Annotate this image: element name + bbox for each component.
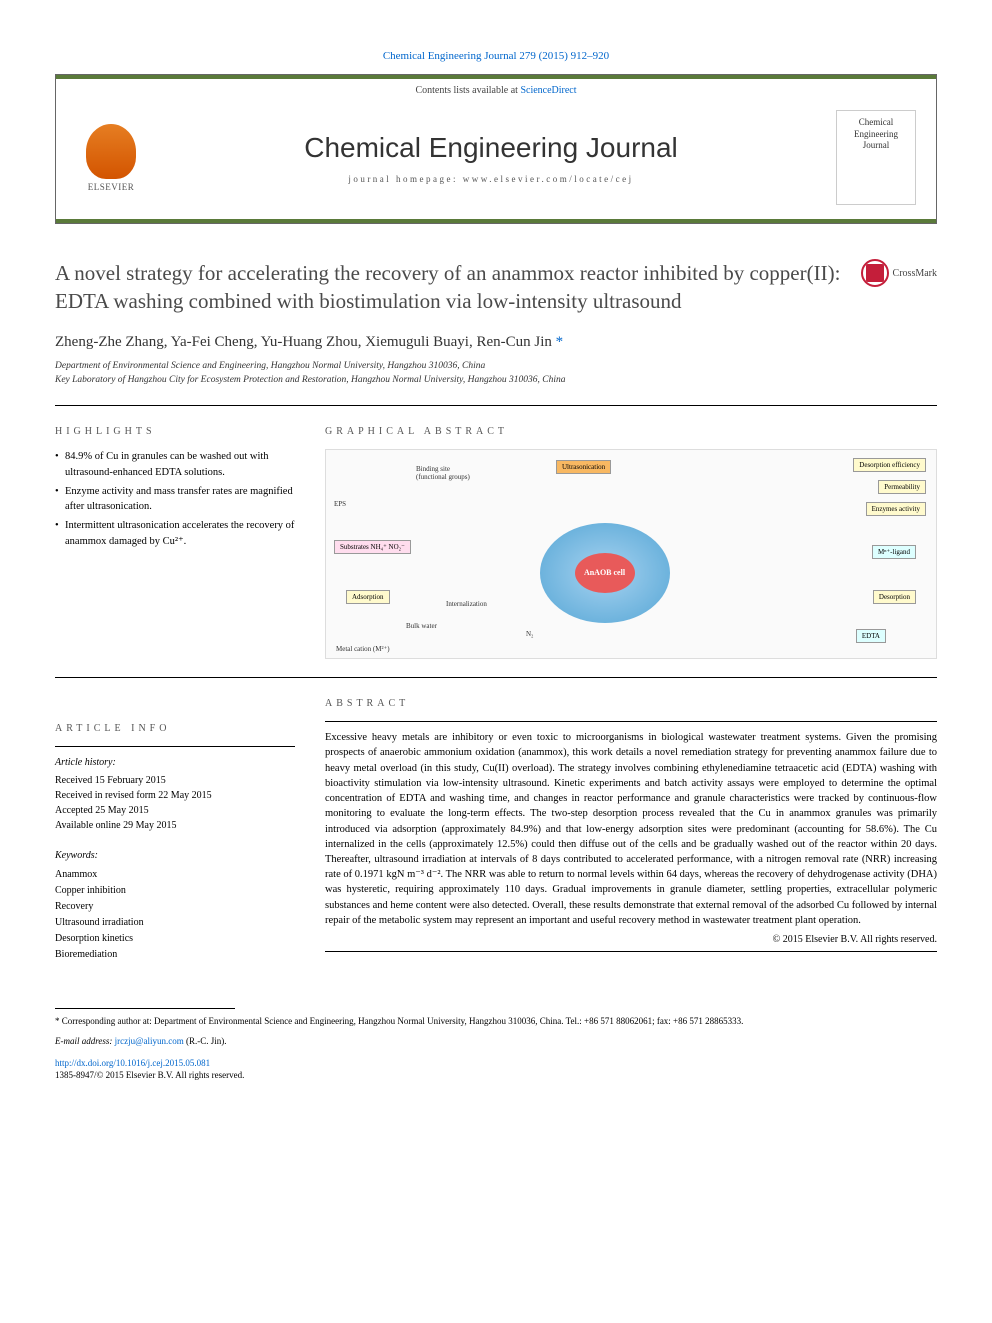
accent-bar-bottom: [56, 219, 936, 223]
highlight-item: 84.9% of Cu in granules can be washed ou…: [55, 449, 295, 481]
history-heading: Article history:: [55, 755, 295, 770]
keyword: Anammox: [55, 867, 295, 883]
ga-adsorption-box: Adsorption: [346, 590, 390, 604]
crossmark-text: CrossMark: [893, 268, 937, 279]
divider: [55, 677, 937, 678]
highlight-item: Enzyme activity and mass transfer rates …: [55, 484, 295, 516]
abstract-divider: [325, 721, 937, 722]
journal-cover-thumbnail: Chemical Engineering Journal: [836, 110, 916, 205]
email-footnote: E-mail address: jrczju@aliyun.com (R.-C.…: [55, 1035, 937, 1049]
email-link[interactable]: jrczju@aliyun.com: [115, 1036, 184, 1046]
doi-link[interactable]: http://dx.doi.org/10.1016/j.cej.2015.05.…: [55, 1058, 937, 1068]
keyword: Bioremediation: [55, 947, 295, 963]
article-info-label: ARTICLE INFO: [55, 723, 295, 734]
highlight-item: Intermittent ultrasonication accelerates…: [55, 518, 295, 550]
ga-binding-label: Binding site (functional groups): [416, 465, 476, 481]
corresponding-footnote: * Corresponding author at: Department of…: [55, 1015, 937, 1029]
ga-desorption-eff-box: Desorption efficiency: [853, 458, 926, 472]
crossmark-badge[interactable]: CrossMark: [861, 259, 937, 287]
graphical-abstract-label: GRAPHICAL ABSTRACT: [325, 426, 937, 437]
ga-cell: AnAOB cell: [540, 523, 670, 623]
contents-line: Contents lists available at ScienceDirec…: [56, 79, 936, 102]
cover-line1: Chemical: [859, 117, 894, 129]
homepage-url[interactable]: www.elsevier.com/locate/cej: [463, 174, 634, 184]
authors-line: Zheng-Zhe Zhang, Ya-Fei Cheng, Yu-Huang …: [55, 334, 937, 351]
keyword: Ultrasound irradiation: [55, 915, 295, 931]
ga-cell-core: AnAOB cell: [575, 553, 635, 593]
authors-names: Zheng-Zhe Zhang, Ya-Fei Cheng, Yu-Huang …: [55, 334, 552, 350]
crossmark-icon: [861, 259, 889, 287]
affiliations: Department of Environmental Science and …: [55, 359, 937, 388]
ga-mn-ligand-box: Mⁿ⁺-ligand: [872, 545, 916, 559]
ga-n2-label: N₂: [526, 630, 534, 638]
elsevier-logo[interactable]: ELSEVIER: [76, 118, 146, 198]
journal-title: Chemical Engineering Journal: [146, 132, 836, 164]
contents-text: Contents lists available at: [415, 85, 520, 96]
abstract-label: ABSTRACT: [325, 698, 937, 709]
article-title: A novel strategy for accelerating the re…: [55, 259, 861, 316]
highlights-label: HIGHLIGHTS: [55, 426, 295, 437]
ga-eps-label: EPS: [334, 500, 346, 508]
keyword: Desorption kinetics: [55, 931, 295, 947]
info-divider: [55, 746, 295, 747]
email-name: (R.-C. Jin).: [184, 1036, 227, 1046]
journal-homepage: journal homepage: www.elsevier.com/locat…: [146, 174, 836, 184]
journal-header-box: Contents lists available at ScienceDirec…: [55, 74, 937, 224]
ga-edta-box: EDTA: [856, 629, 886, 643]
journal-citation[interactable]: Chemical Engineering Journal 279 (2015) …: [55, 50, 937, 62]
divider: [55, 405, 937, 406]
ga-internalization-label: Internalization: [446, 600, 487, 608]
abstract-text: Excessive heavy metals are inhibitory or…: [325, 730, 937, 928]
highlights-list: 84.9% of Cu in granules can be washed ou…: [55, 449, 295, 550]
ga-ultrasonication-box: Ultrasonication: [556, 460, 611, 474]
affiliation-1: Department of Environmental Science and …: [55, 359, 937, 373]
affiliation-2: Key Laboratory of Hangzhou City for Ecos…: [55, 373, 937, 387]
ga-permeability-box: Permeability: [878, 480, 926, 494]
history-line: Available online 29 May 2015: [55, 818, 295, 833]
cover-line2: Engineering: [854, 129, 898, 141]
ga-enzymes-box: Enzymes activity: [866, 502, 926, 516]
ga-substrates-box: Substrates NH₄⁺ NO₂⁻: [334, 540, 411, 554]
history-line: Accepted 25 May 2015: [55, 803, 295, 818]
abstract-copyright: © 2015 Elsevier B.V. All rights reserved…: [325, 934, 937, 945]
ga-metal-legend: Metal cation (M²⁺): [336, 645, 390, 653]
ga-bulk-water-label: Bulk water: [406, 622, 437, 630]
email-label: E-mail address:: [55, 1036, 115, 1046]
cover-line3: Journal: [863, 140, 890, 152]
keyword: Recovery: [55, 899, 295, 915]
graphical-abstract-diagram: EPS Binding site (functional groups) Ult…: [325, 449, 937, 659]
homepage-label: journal homepage:: [348, 174, 462, 184]
footer-divider: [55, 1008, 235, 1009]
ga-desorption-box: Desorption: [873, 590, 916, 604]
keyword: Copper inhibition: [55, 883, 295, 899]
history-line: Received in revised form 22 May 2015: [55, 788, 295, 803]
abstract-divider: [325, 951, 937, 952]
elsevier-text: ELSEVIER: [88, 182, 135, 192]
elsevier-tree-icon: [86, 124, 136, 179]
sciencedirect-link[interactable]: ScienceDirect: [520, 85, 576, 96]
keywords-heading: Keywords:: [55, 848, 295, 864]
issn-line: 1385-8947/© 2015 Elsevier B.V. All right…: [55, 1070, 937, 1080]
history-line: Received 15 February 2015: [55, 773, 295, 788]
corresponding-marker[interactable]: *: [556, 334, 564, 350]
